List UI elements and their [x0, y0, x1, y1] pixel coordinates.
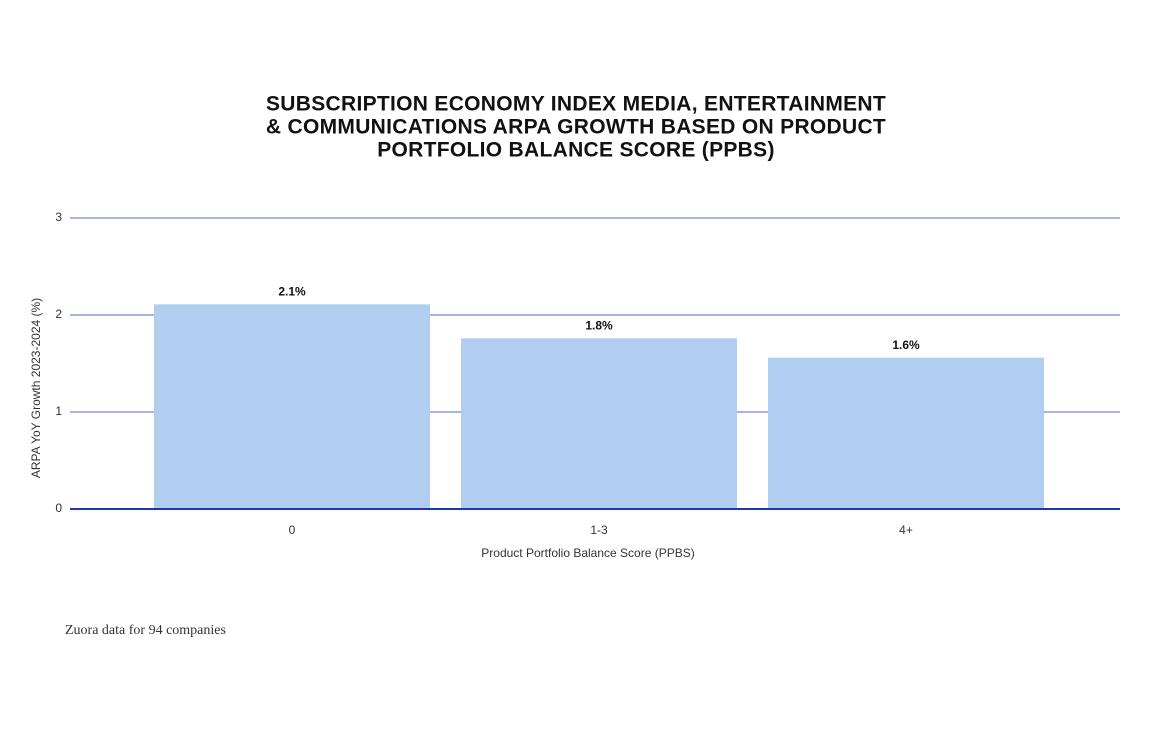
data-label: 2.1%	[278, 285, 306, 299]
x-tick-label: 4+	[899, 523, 913, 537]
x-tick-label: 0	[289, 523, 296, 537]
x-tick-label: 1-3	[590, 523, 608, 537]
bar	[768, 357, 1044, 509]
y-axis-label: ARPA YoY Growth 2023-2024 (%)	[29, 298, 43, 478]
footnote: Zuora data for 94 companies	[65, 623, 226, 638]
y-tick-label: 1	[55, 404, 62, 418]
chart-title: SUBSCRIPTION ECONOMY INDEX MEDIA, ENTERT…	[266, 93, 886, 116]
x-axis-label: Product Portfolio Balance Score (PPBS)	[481, 546, 694, 560]
chart-title: & COMMUNICATIONS ARPA GROWTH BASED ON PR…	[266, 116, 886, 139]
bar	[154, 304, 430, 509]
y-tick-label: 0	[55, 501, 62, 515]
data-label: 1.8%	[585, 318, 613, 332]
y-tick-label: 2	[55, 307, 62, 321]
data-label: 1.6%	[892, 338, 920, 352]
y-tick-label: 3	[55, 210, 62, 224]
bar	[461, 338, 737, 509]
chart-title: PORTFOLIO BALANCE SCORE (PPBS)	[377, 139, 775, 162]
